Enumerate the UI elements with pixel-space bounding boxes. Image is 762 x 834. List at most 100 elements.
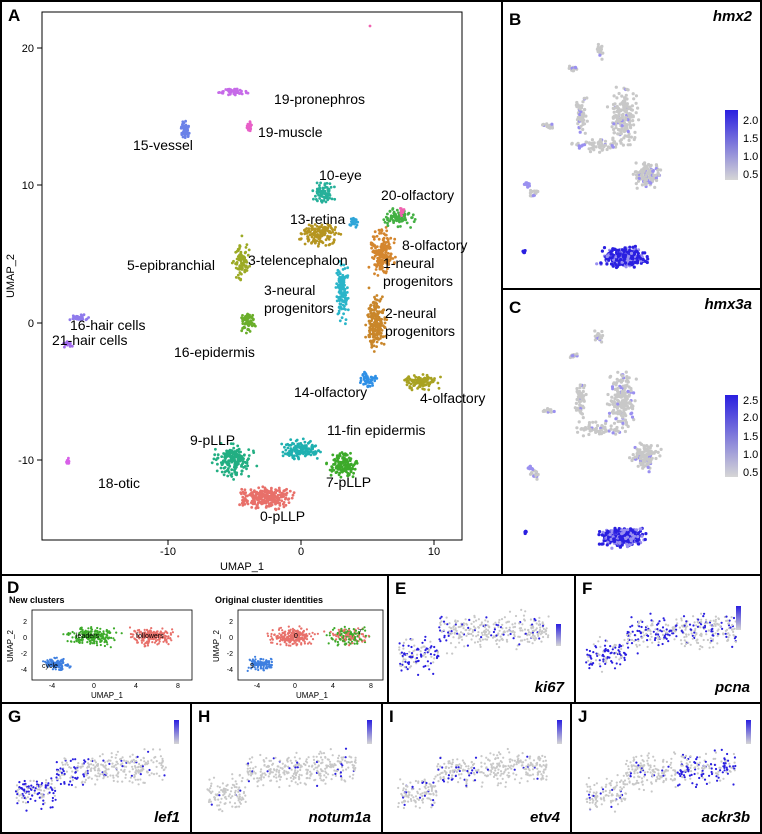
cell-point: [578, 400, 582, 404]
cell-point: [234, 460, 238, 464]
cell-point: [620, 374, 625, 378]
cell-point: [575, 407, 579, 412]
cell-point: [385, 229, 389, 233]
cell-point: [622, 258, 626, 262]
cell-point: [93, 640, 96, 643]
cell-point: [320, 199, 323, 203]
cell-point: [290, 631, 293, 634]
cell-point: [348, 638, 351, 641]
cell-point: [330, 637, 333, 640]
cell-point: [636, 538, 640, 543]
cell-point: [635, 256, 639, 260]
cell-point: [632, 391, 636, 395]
panel-letter-b: B: [509, 10, 522, 29]
cell-point: [180, 125, 183, 129]
cell-point: [93, 630, 96, 633]
cell-point: [647, 175, 651, 179]
cell-point: [229, 457, 233, 461]
cell-point: [287, 629, 290, 632]
cell-point: [528, 191, 532, 195]
cell-point: [619, 141, 623, 145]
cell-point: [386, 267, 389, 271]
cell-point: [575, 426, 579, 430]
cell-point: [617, 532, 621, 536]
cell-point: [274, 488, 277, 491]
cell-point: [651, 451, 655, 455]
cell-point: [276, 634, 279, 637]
feature-plot-b: 2.0 1.5 1.0 0.5: [521, 42, 758, 270]
cell-point: [618, 102, 622, 106]
cell-point: [381, 295, 384, 299]
cell-point: [483, 633, 487, 636]
cell-point: [631, 536, 635, 540]
cell-point: [289, 628, 292, 631]
cell-point: [592, 427, 596, 431]
cell-point: [293, 640, 296, 643]
cell-point: [240, 492, 243, 496]
cell-point: [253, 500, 257, 504]
cell-point: [96, 626, 99, 630]
cell-point: [306, 642, 310, 645]
cell-point: [630, 411, 634, 415]
panel-letter-c: C: [509, 298, 522, 317]
cell-point: [132, 633, 135, 636]
cell-point: [333, 228, 337, 232]
cell-point: [600, 424, 604, 428]
cell-point: [286, 446, 290, 450]
cell-point: [610, 395, 614, 399]
cell-point: [579, 124, 583, 128]
cell-point: [281, 450, 285, 454]
cell-point: [240, 469, 244, 473]
cell-point: [99, 627, 102, 630]
cell-point: [308, 233, 312, 237]
cell-point: [86, 641, 89, 644]
cell-point: [579, 395, 583, 399]
cell-point: [620, 528, 624, 532]
cell-point: [349, 451, 352, 455]
cell-point: [68, 318, 72, 322]
cell-point: [600, 340, 604, 344]
cell-point: [610, 546, 614, 550]
cell-point: [251, 665, 254, 668]
cell-point: [605, 402, 609, 406]
cell-point: [385, 237, 389, 240]
cell-point: [577, 389, 581, 393]
cell-point: [339, 262, 343, 266]
cell-point: [507, 634, 510, 637]
cell-point: [349, 642, 352, 645]
cell-point: [100, 637, 103, 640]
cell-point: [287, 625, 290, 628]
cell-point: [268, 663, 271, 666]
cell-point: [421, 387, 425, 391]
cell-point: [296, 643, 299, 646]
cell-point: [106, 636, 109, 639]
cell-point: [373, 272, 376, 276]
cell-point: [299, 638, 302, 641]
cell-point: [263, 496, 267, 500]
cell-point: [291, 630, 294, 633]
cell-point: [237, 456, 241, 460]
cell-point: [242, 326, 245, 330]
cell-point: [631, 115, 635, 119]
cell-point: [611, 382, 616, 386]
cell-point: [567, 66, 571, 70]
cell-point: [303, 440, 307, 444]
cell-point: [69, 632, 72, 635]
cell-point: [636, 171, 640, 175]
cell-point: [603, 139, 608, 143]
cell-point: [593, 329, 597, 333]
cell-point: [251, 658, 254, 661]
cell-point: [625, 87, 629, 91]
cell-point: [627, 132, 631, 136]
cell-point: [621, 103, 625, 107]
cell-point: [422, 654, 425, 657]
cell-point: [539, 626, 542, 629]
cell-point: [357, 632, 360, 635]
cell-point: [651, 169, 655, 173]
cell-point: [181, 135, 185, 139]
cell-point: [246, 128, 250, 131]
cell-point: [141, 633, 144, 636]
cell-point: [643, 537, 647, 542]
cell-point: [617, 260, 621, 265]
color-legend-b: [725, 110, 738, 180]
